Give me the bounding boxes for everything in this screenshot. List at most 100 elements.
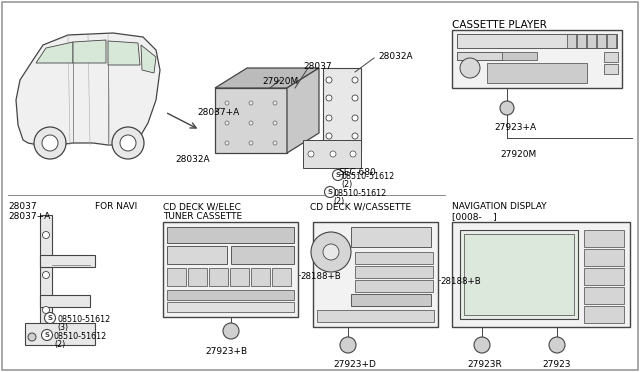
Circle shape bbox=[352, 95, 358, 101]
Circle shape bbox=[42, 330, 52, 340]
Polygon shape bbox=[73, 40, 106, 63]
Circle shape bbox=[249, 141, 253, 145]
Circle shape bbox=[112, 127, 144, 159]
Text: 27923: 27923 bbox=[542, 360, 570, 369]
Bar bbox=[209, 268, 228, 286]
Bar bbox=[25, 323, 95, 345]
Circle shape bbox=[225, 121, 229, 125]
Bar bbox=[457, 52, 537, 60]
Circle shape bbox=[42, 231, 49, 238]
Polygon shape bbox=[36, 42, 73, 63]
Polygon shape bbox=[287, 68, 319, 153]
Text: 27923+D: 27923+D bbox=[333, 360, 376, 369]
Text: 08510-51612: 08510-51612 bbox=[341, 172, 394, 181]
Bar bbox=[577, 34, 586, 48]
Circle shape bbox=[45, 312, 56, 324]
Circle shape bbox=[42, 272, 49, 279]
Circle shape bbox=[223, 323, 239, 339]
Circle shape bbox=[324, 186, 335, 198]
Text: FOR NAVI: FOR NAVI bbox=[95, 202, 137, 211]
Circle shape bbox=[273, 141, 277, 145]
Text: S: S bbox=[45, 332, 49, 338]
Text: CD DECK W/ELEC
TUNER CASSETTE: CD DECK W/ELEC TUNER CASSETTE bbox=[163, 202, 242, 221]
Bar bbox=[355, 252, 433, 264]
Bar bbox=[452, 30, 622, 88]
Bar bbox=[40, 215, 52, 335]
Bar bbox=[188, 268, 207, 286]
Bar bbox=[230, 268, 249, 286]
Circle shape bbox=[249, 121, 253, 125]
Bar bbox=[251, 268, 270, 286]
Text: 27923R: 27923R bbox=[467, 360, 502, 369]
Polygon shape bbox=[16, 33, 160, 145]
Bar bbox=[452, 222, 630, 327]
Bar bbox=[584, 306, 624, 323]
Circle shape bbox=[330, 151, 336, 157]
Text: 27920M: 27920M bbox=[500, 150, 536, 159]
Text: 28188+B: 28188+B bbox=[440, 277, 481, 286]
Circle shape bbox=[474, 337, 490, 353]
Text: 28037+A: 28037+A bbox=[8, 212, 51, 221]
Circle shape bbox=[326, 115, 332, 121]
Text: NAVIGATION DISPLAY: NAVIGATION DISPLAY bbox=[452, 202, 547, 211]
Bar bbox=[464, 234, 574, 315]
Circle shape bbox=[323, 244, 339, 260]
Text: 27920M: 27920M bbox=[262, 77, 298, 86]
Bar bbox=[604, 64, 618, 74]
Text: S: S bbox=[335, 172, 340, 178]
Text: (3): (3) bbox=[57, 323, 68, 332]
Text: 27923+B: 27923+B bbox=[205, 347, 247, 356]
Circle shape bbox=[326, 133, 332, 139]
Circle shape bbox=[225, 141, 229, 145]
Circle shape bbox=[350, 151, 356, 157]
Bar bbox=[231, 246, 294, 264]
Polygon shape bbox=[215, 68, 319, 88]
Circle shape bbox=[340, 337, 356, 353]
Bar bbox=[587, 34, 596, 48]
Bar bbox=[351, 294, 431, 306]
Text: 08510-51612: 08510-51612 bbox=[57, 315, 110, 324]
Bar bbox=[457, 52, 502, 60]
Text: 28032A: 28032A bbox=[175, 155, 210, 164]
Polygon shape bbox=[141, 45, 156, 73]
Circle shape bbox=[549, 337, 565, 353]
Text: SEC.680: SEC.680 bbox=[338, 168, 376, 177]
Bar bbox=[584, 287, 624, 304]
Text: 28032A: 28032A bbox=[378, 52, 413, 61]
Circle shape bbox=[28, 333, 36, 341]
Circle shape bbox=[500, 101, 514, 115]
Bar bbox=[40, 295, 90, 307]
Text: 28037: 28037 bbox=[303, 62, 332, 71]
Bar bbox=[167, 268, 186, 286]
Circle shape bbox=[326, 95, 332, 101]
Circle shape bbox=[120, 135, 136, 151]
Bar bbox=[355, 280, 433, 292]
Bar bbox=[597, 34, 606, 48]
Bar bbox=[317, 310, 434, 322]
Bar bbox=[457, 34, 617, 48]
Circle shape bbox=[352, 77, 358, 83]
Bar bbox=[167, 246, 227, 264]
Text: S: S bbox=[47, 315, 52, 321]
Bar bbox=[167, 227, 294, 243]
Bar bbox=[167, 302, 294, 312]
Bar bbox=[323, 68, 361, 150]
Circle shape bbox=[273, 121, 277, 125]
Circle shape bbox=[460, 58, 480, 78]
Circle shape bbox=[311, 232, 351, 272]
Bar bbox=[272, 268, 291, 286]
Bar bbox=[163, 222, 298, 317]
Circle shape bbox=[249, 101, 253, 105]
Circle shape bbox=[34, 127, 66, 159]
Text: S: S bbox=[328, 189, 333, 195]
Circle shape bbox=[352, 115, 358, 121]
Text: 28188+B: 28188+B bbox=[300, 272, 340, 281]
Bar bbox=[567, 34, 576, 48]
Bar bbox=[167, 290, 294, 300]
Bar bbox=[487, 63, 587, 83]
Polygon shape bbox=[108, 41, 140, 65]
Text: (2): (2) bbox=[333, 197, 344, 206]
Text: (2): (2) bbox=[54, 340, 65, 349]
Bar bbox=[584, 268, 624, 285]
Bar bbox=[40, 255, 95, 267]
